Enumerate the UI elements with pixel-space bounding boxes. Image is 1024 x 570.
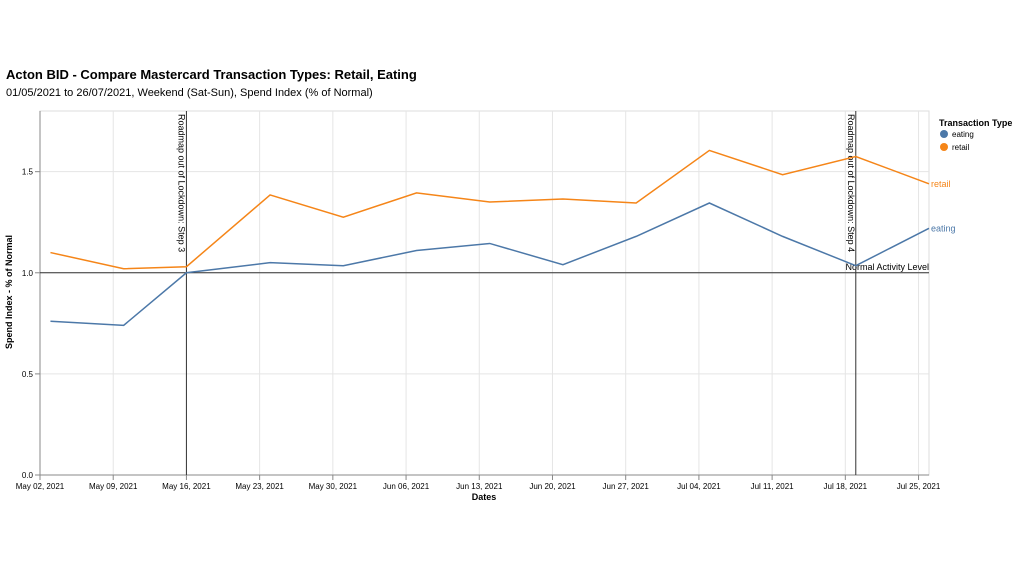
- y-axis-title: Spend Index - % of Normal: [4, 235, 14, 349]
- x-tick-label: May 16, 2021: [162, 482, 211, 491]
- x-tick-label: May 23, 2021: [235, 482, 284, 491]
- x-tick-label: May 02, 2021: [16, 482, 65, 491]
- plot-frame: [39, 110, 930, 476]
- y-tick-label: 1.5: [22, 168, 34, 177]
- normal-rule-label: Normal Activity Level: [845, 262, 929, 272]
- legend-swatch: [940, 143, 948, 151]
- y-tick-label: 1.0: [22, 269, 34, 278]
- step-rule-label: Roadmap out of Lockdown: Step 3: [176, 114, 186, 252]
- y-tick-label: 0.0: [22, 471, 34, 480]
- step-rule-label: Roadmap out of Lockdown: Step 4: [846, 114, 856, 252]
- chart-title: Acton BID - Compare Mastercard Transacti…: [6, 67, 417, 82]
- x-tick-label: Jun 06, 2021: [383, 482, 430, 491]
- series-end-label: eating: [931, 223, 956, 233]
- legend-swatch: [940, 130, 948, 138]
- x-tick-label: Jul 18, 2021: [824, 482, 868, 491]
- x-tick-label: Jul 25, 2021: [897, 482, 941, 491]
- x-axis-title: Dates: [472, 492, 497, 502]
- series-end-label: retail: [931, 179, 951, 189]
- series-line: [50, 149, 930, 270]
- x-tick-label: Jul 11, 2021: [751, 482, 795, 491]
- x-tick-label: Jun 27, 2021: [603, 482, 650, 491]
- series-line: [50, 202, 930, 327]
- chart-subtitle: 01/05/2021 to 26/07/2021, Weekend (Sat-S…: [6, 87, 373, 99]
- x-tick-label: Jun 13, 2021: [456, 482, 503, 491]
- x-tick-label: May 30, 2021: [309, 482, 358, 491]
- legend-title: Transaction Type: [939, 118, 1012, 128]
- x-tick-label: Jun 20, 2021: [529, 482, 576, 491]
- legend-label: eating: [952, 130, 974, 139]
- x-tick-label: May 09, 2021: [89, 482, 138, 491]
- legend-label: retail: [952, 143, 970, 152]
- x-tick-label: Jul 04, 2021: [677, 482, 721, 491]
- y-tick-label: 0.5: [22, 370, 34, 379]
